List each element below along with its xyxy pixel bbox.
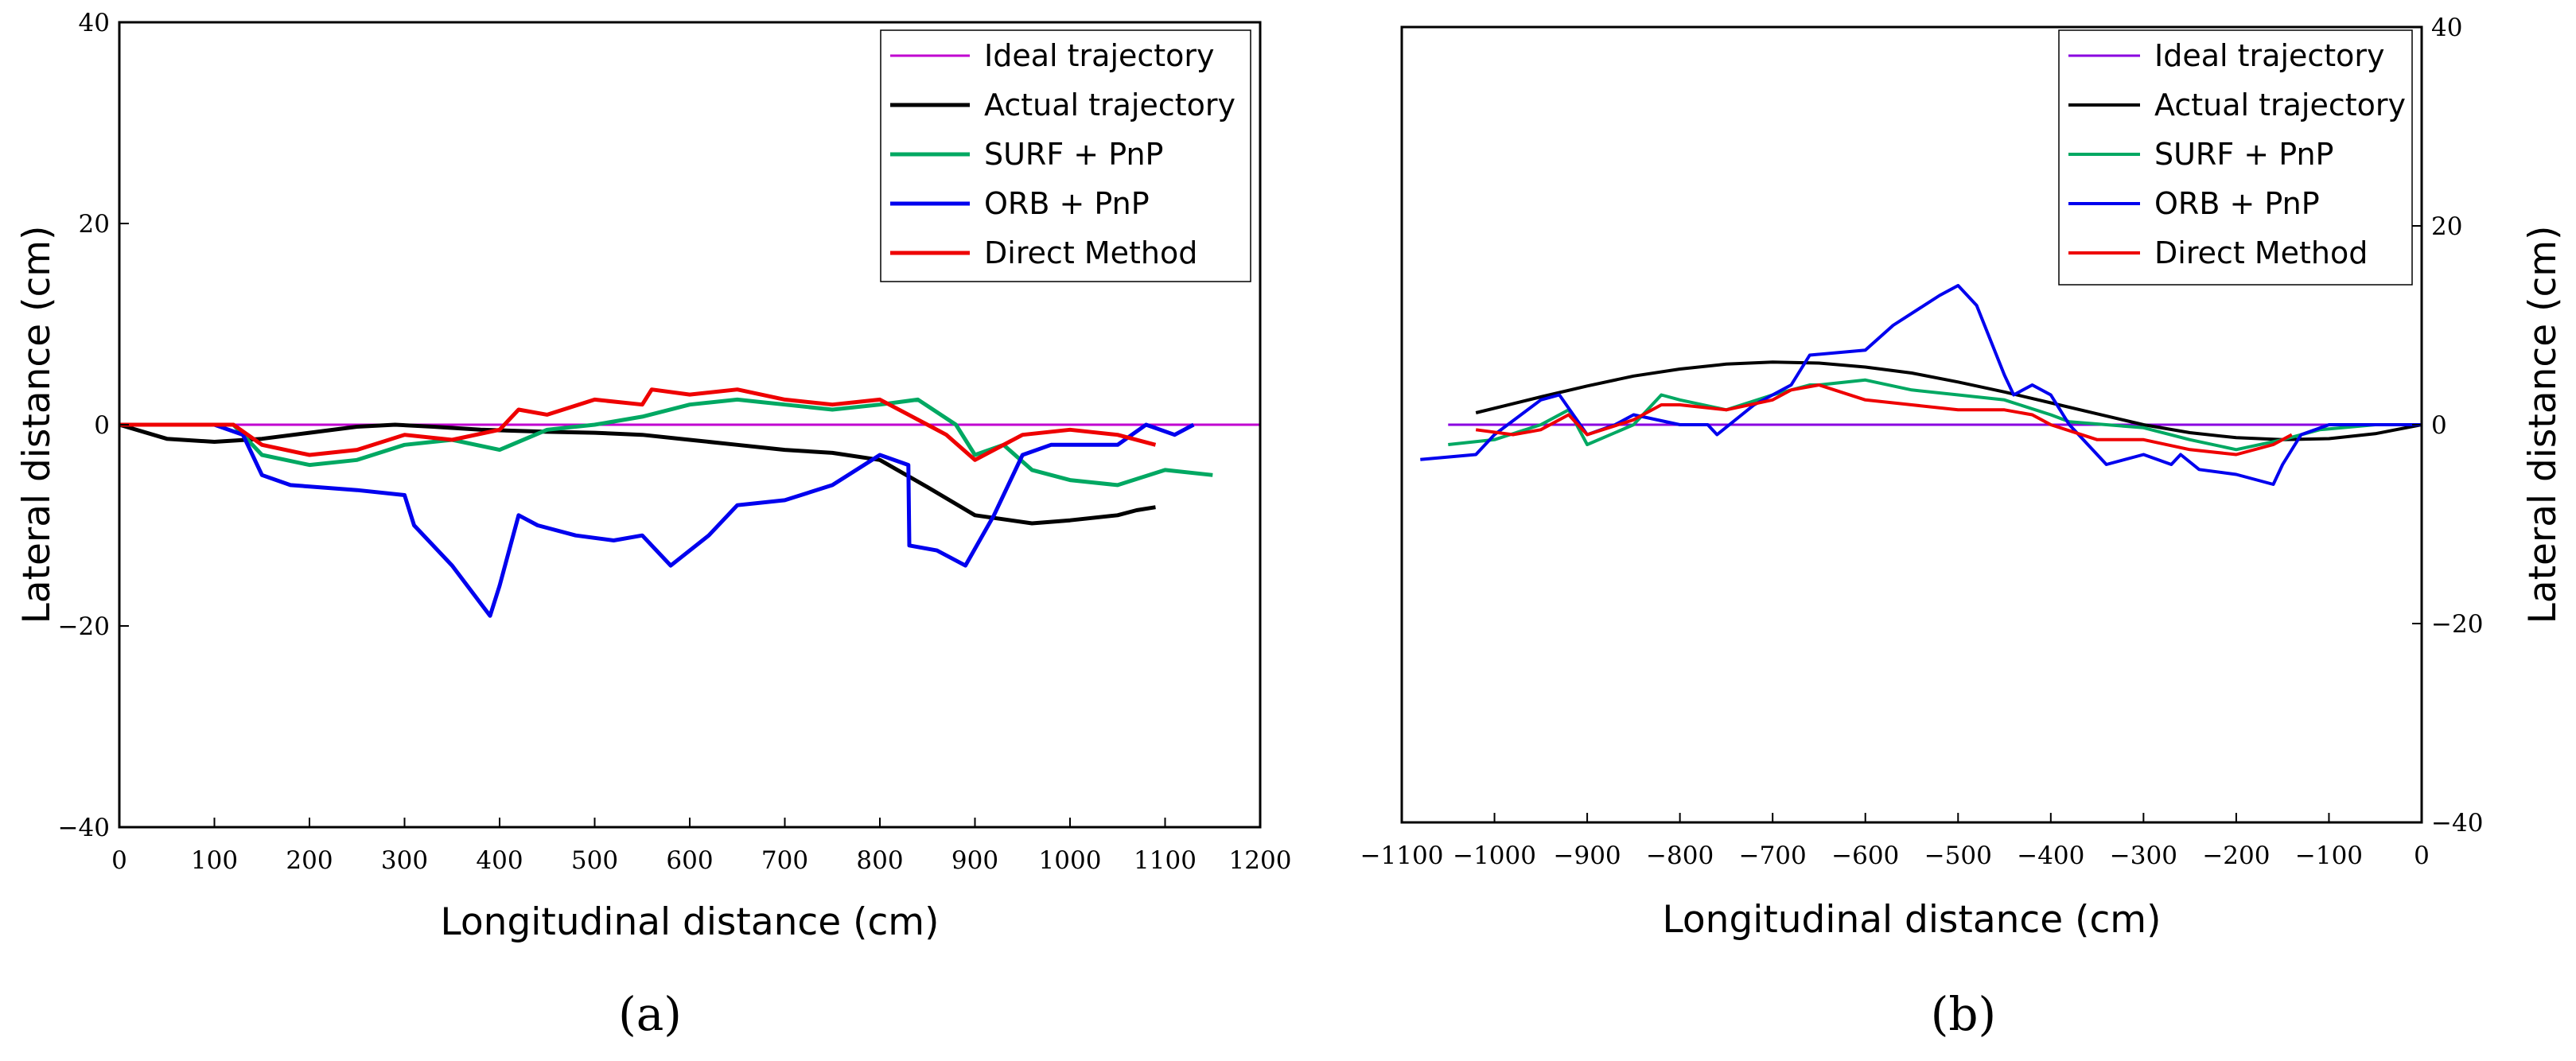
legend-label: Ideal trajectory [984, 38, 1215, 73]
legend-label: ORB + PnP [984, 186, 1150, 221]
y-tick-label: −40 [2431, 809, 2483, 838]
x-tick-label: −800 [1646, 841, 1714, 870]
y-tick-label: 20 [2431, 212, 2462, 241]
x-axis-title-b: Longitudinal distance (cm) [1663, 898, 2162, 942]
x-tick-label: 1200 [1229, 846, 1292, 875]
legend-label: SURF + PnP [984, 137, 1163, 172]
x-tick-label: 400 [476, 846, 523, 875]
series-line-actual-trajectory [119, 422, 1156, 526]
x-tick-label: 300 [381, 846, 428, 875]
x-tick-label: −300 [2110, 841, 2177, 870]
x-tick-label: 700 [761, 846, 808, 875]
y-tick-label: −40 [58, 814, 110, 842]
series-line-direct-method [1475, 383, 2293, 457]
x-tick-label: −100 [2295, 841, 2363, 870]
y-tick-label: 20 [79, 210, 110, 239]
legend-label: Direct Method [984, 235, 1197, 270]
x-tick-label: 1100 [1134, 846, 1197, 875]
y-tick-label: 40 [2431, 14, 2462, 42]
series-line-surf-pnp [1448, 378, 2422, 452]
legend-label: SURF + PnP [2154, 137, 2333, 172]
series-line-orb-pnp [1420, 284, 2422, 486]
y-tick-label: 0 [94, 411, 110, 440]
series-line-orb-pnp [119, 422, 1195, 618]
legend-b: Ideal trajectory Actual trajectory SURF + … [2058, 29, 2413, 286]
x-tick-label: 900 [951, 846, 998, 875]
y-tick-label: 40 [79, 9, 110, 37]
x-tick-label: 600 [666, 846, 713, 875]
panel-label-b: (b) [1931, 987, 1996, 1041]
series-line-direct-method [119, 387, 1157, 462]
plot-lines-b [1420, 284, 2422, 486]
y-axis-title-a: Lateral distance (cm) [15, 226, 59, 624]
x-tick-label: −500 [1924, 841, 1992, 870]
x-tick-label: 1000 [1039, 846, 1102, 875]
plot-lines-a [119, 387, 1260, 618]
x-tick-label: 500 [571, 846, 618, 875]
x-tick-label: −200 [2202, 841, 2270, 870]
x-ticks-b: −1100 −1000 −900 −800 −700 −600 −500 −400 −300 −2… [1360, 813, 2430, 870]
legend-label: ORB + PnP [2154, 186, 2320, 221]
legend-label: Direct Method [2154, 235, 2368, 270]
x-tick-label: −1100 [1360, 841, 1444, 870]
x-tick-label: −900 [1554, 841, 1621, 870]
legend-label: Actual trajectory [984, 87, 1235, 122]
x-ticks-a: 0 100 200 300 400 500 600 700 800 900 1000 1100 1200 [111, 818, 1291, 875]
x-tick-label: −1000 [1453, 841, 1536, 870]
series-line-surf-pnp [119, 397, 1213, 488]
x-tick-label: 0 [2414, 841, 2430, 870]
chart-panel-a: 0 100 200 300 400 500 600 700 800 900 1000 1100 1200… [15, 9, 1291, 1041]
y-tick-label: 0 [2431, 411, 2447, 440]
series-line-actual-trajectory [1475, 360, 2422, 441]
x-tick-label: 200 [286, 846, 333, 875]
x-tick-label: −400 [2017, 841, 2084, 870]
y-ticks-a: −40 −20 0 20 40 [58, 9, 129, 842]
chart-panel-b: −1100 −1000 −900 −800 −700 −600 −500 −400 −300 −2… [1360, 14, 2565, 1041]
legend-box-b [2058, 29, 2413, 286]
x-tick-label: 0 [111, 846, 127, 875]
x-tick-label: 100 [191, 846, 238, 875]
y-tick-label: −20 [58, 612, 110, 641]
legend-label: Actual trajectory [2154, 87, 2406, 122]
x-axis-title-a: Longitudinal distance (cm) [441, 900, 940, 944]
y-axis-title-b: Lateral distance (cm) [2521, 226, 2565, 624]
x-tick-label: −600 [1831, 841, 1899, 870]
panel-label-a: (a) [618, 987, 682, 1041]
legend-label: Ideal trajectory [2154, 38, 2385, 73]
x-tick-label: −700 [1739, 841, 1807, 870]
y-tick-label: −20 [2431, 610, 2483, 639]
x-tick-label: 800 [856, 846, 903, 875]
legend-a: Ideal trajectory Actual trajectory SURF + … [880, 29, 1251, 282]
y-ticks-b: −40 −20 0 20 40 [2412, 14, 2483, 838]
